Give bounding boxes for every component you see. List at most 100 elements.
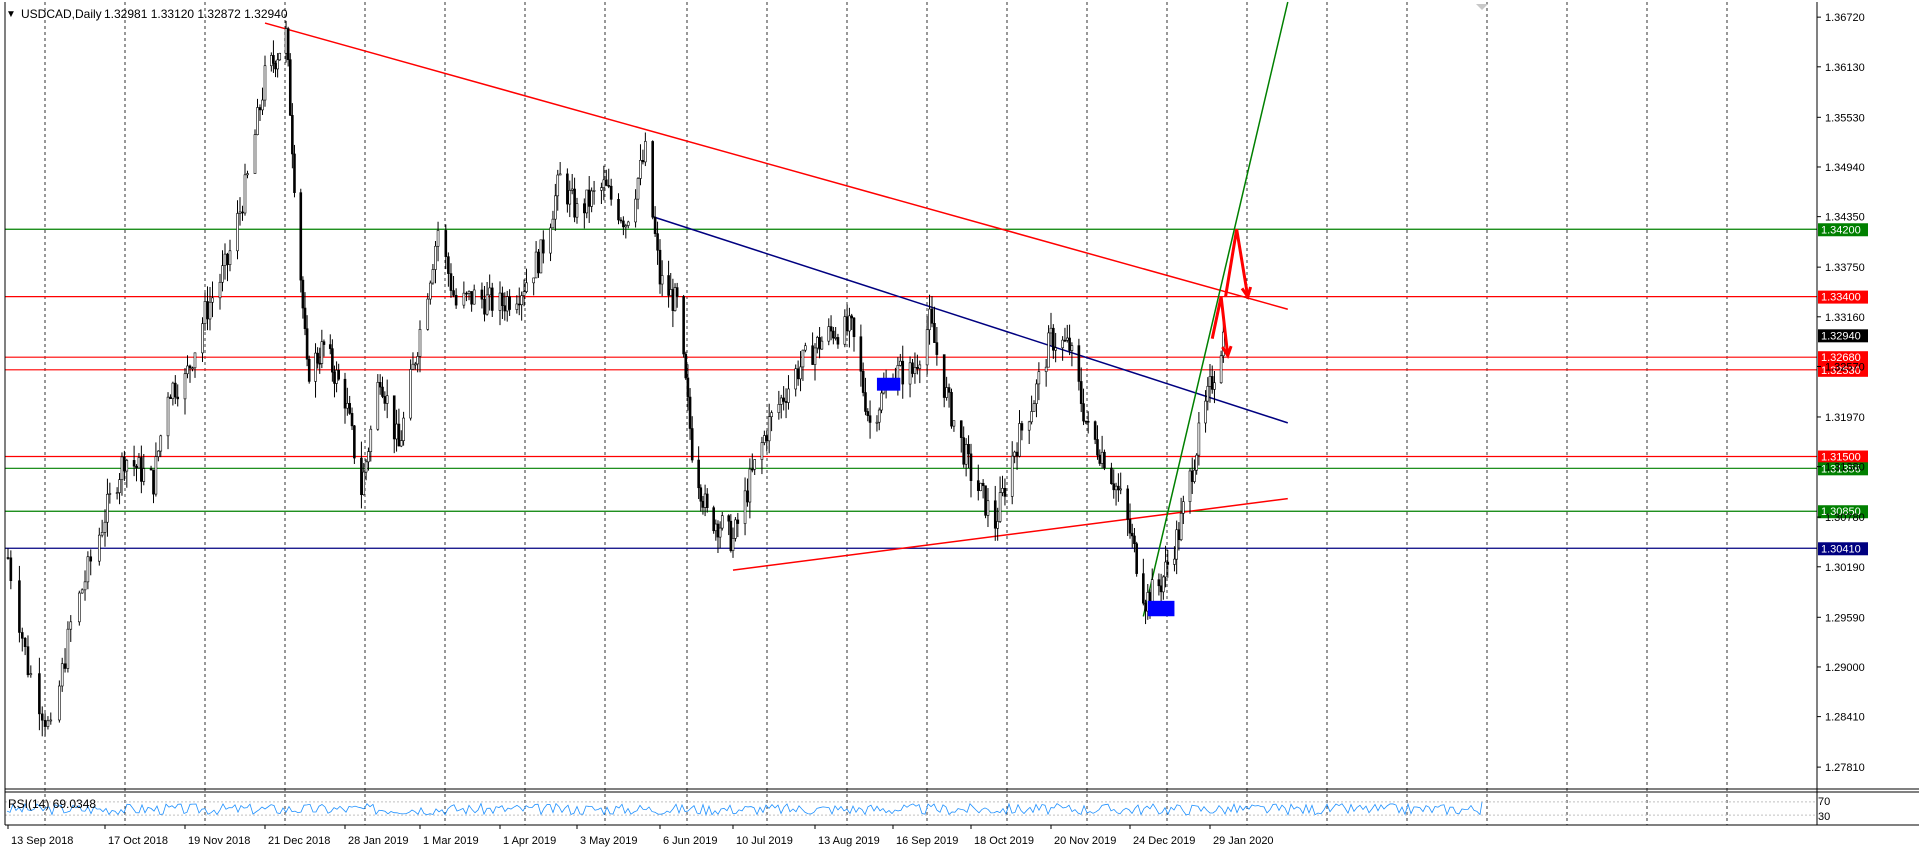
candle-body <box>58 685 61 721</box>
candle-body <box>534 251 538 279</box>
candle-body <box>465 292 468 295</box>
candle-body <box>120 456 124 480</box>
candle-body <box>1193 469 1196 482</box>
shift-marker-icon[interactable] <box>1476 4 1488 10</box>
candle-body <box>369 428 373 452</box>
support-zone[interactable] <box>1147 600 1175 617</box>
candle-body <box>274 63 277 70</box>
candle-body <box>1177 529 1181 541</box>
level-label: 1.34200 <box>1821 224 1861 236</box>
candle-body <box>714 523 718 532</box>
candle-body <box>1135 543 1138 574</box>
candle-body <box>1093 421 1097 440</box>
candle-body <box>688 396 692 429</box>
candle-body <box>364 461 368 473</box>
price-tick-label: 1.36720 <box>1825 12 1865 24</box>
candle-body <box>236 213 239 252</box>
candle-body <box>169 396 172 399</box>
candle-body <box>794 368 798 390</box>
trendline[interactable] <box>732 497 1288 571</box>
candle-body <box>570 188 574 191</box>
candle-body <box>1166 561 1170 565</box>
date-tick-label: 6 Jun 2019 <box>663 835 717 847</box>
ohlc-values: 1.32981 1.33120 1.32872 1.32940 <box>104 7 288 21</box>
candle-body <box>1219 355 1223 384</box>
candle-body <box>1065 337 1069 341</box>
date-tick-label: 17 Oct 2018 <box>108 835 168 847</box>
candle-body <box>291 115 294 155</box>
candle-body <box>462 292 466 306</box>
candle-body <box>362 471 366 496</box>
candle-body <box>118 479 121 493</box>
candle-body <box>731 538 735 551</box>
candle-body <box>63 663 67 669</box>
candle-body <box>818 337 821 350</box>
candle-body <box>346 403 349 409</box>
candle-body <box>1173 558 1176 565</box>
candle-body <box>549 227 552 254</box>
candle-body <box>607 185 611 187</box>
candle-body <box>701 500 705 508</box>
date-tick-label: 10 Jul 2019 <box>736 835 793 847</box>
candle-body <box>467 291 471 294</box>
trendline[interactable] <box>1142 1 1289 617</box>
candle-body <box>877 409 881 423</box>
collapse-triangle-icon[interactable]: ▼ <box>6 9 16 20</box>
candle-body <box>864 392 867 412</box>
candle-body <box>328 344 332 349</box>
candle-body <box>667 275 670 296</box>
candle-body <box>80 589 84 594</box>
scenario-arrow[interactable] <box>1210 296 1230 356</box>
candle-body <box>1222 331 1225 357</box>
candle-body <box>532 277 535 284</box>
candle-body <box>644 141 647 163</box>
candle-body <box>258 107 262 111</box>
candle-body <box>108 493 112 495</box>
candle-body <box>845 316 849 332</box>
trendline[interactable] <box>652 215 1289 424</box>
arrow-head <box>1240 286 1253 301</box>
candle-body <box>1130 532 1134 537</box>
candle-body <box>348 403 351 414</box>
price-tick-label: 1.34940 <box>1825 162 1865 174</box>
candle-body <box>6 557 10 559</box>
candle-body <box>984 485 987 516</box>
candle-body <box>20 632 24 639</box>
candle-body <box>558 173 562 176</box>
candle-body <box>639 160 642 179</box>
candle-body <box>1037 371 1041 385</box>
support-zone[interactable] <box>876 377 901 391</box>
candle-body <box>933 323 936 343</box>
candle-body <box>137 457 141 469</box>
candle-body <box>947 387 951 393</box>
candle-body <box>935 342 939 355</box>
candle-body <box>600 187 603 191</box>
candle-body <box>734 519 737 539</box>
candle-body <box>226 253 229 265</box>
candle-body <box>444 230 448 257</box>
scenario-arrow[interactable] <box>1224 229 1250 297</box>
candle-body <box>760 442 764 460</box>
candle-body <box>397 423 401 447</box>
candle-body <box>930 308 934 324</box>
candle-body <box>699 487 703 502</box>
candle-body <box>1013 451 1016 457</box>
candle-body <box>402 417 405 441</box>
candle-body <box>996 521 999 529</box>
candle-body <box>945 387 948 398</box>
candle-body <box>1112 483 1116 491</box>
candle-body <box>154 456 158 495</box>
candle-body <box>861 370 865 393</box>
candle-body <box>206 301 209 320</box>
candle-body <box>525 282 528 292</box>
trendline[interactable] <box>264 22 1288 310</box>
candle-body <box>522 291 526 296</box>
candle-body <box>852 317 856 338</box>
candle-body <box>811 345 814 365</box>
candle-body <box>286 28 290 60</box>
level-label-box <box>1818 462 1868 476</box>
candle-body <box>813 347 817 365</box>
price-tick-label: 1.34350 <box>1825 212 1865 224</box>
